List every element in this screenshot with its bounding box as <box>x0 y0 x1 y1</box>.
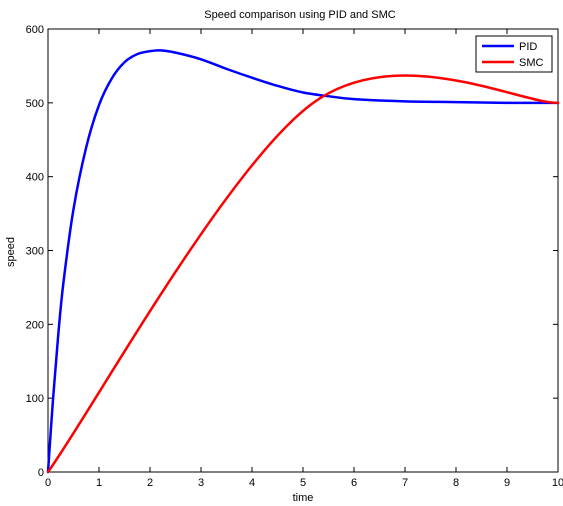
legend-label-smc: SMC <box>519 57 544 69</box>
y-tick-label: 600 <box>26 24 44 36</box>
x-axis: 0 1 2 3 4 5 6 7 8 9 10 <box>45 29 563 489</box>
y-tick-label: 400 <box>26 172 44 184</box>
legend: PID SMC <box>475 35 553 73</box>
x-tick-label: 3 <box>198 477 204 489</box>
x-tick-label: 4 <box>249 477 255 489</box>
y-axis-label: speed <box>5 237 17 267</box>
plot-area-frame <box>47 28 559 473</box>
chart-title: Speed comparison using PID and SMC <box>204 9 395 21</box>
legend-label-pid: PID <box>519 41 537 53</box>
x-tick-label: 1 <box>96 477 102 489</box>
x-tick-label: 2 <box>147 477 153 489</box>
x-tick-label: 7 <box>402 477 408 489</box>
x-tick-label: 0 <box>45 477 51 489</box>
x-tick-label: 8 <box>453 477 459 489</box>
x-axis-label: time <box>293 492 314 504</box>
y-tick-label: 200 <box>26 319 44 331</box>
y-tick-label: 0 <box>38 467 44 479</box>
x-tick-label: 9 <box>504 477 510 489</box>
series-line-pid <box>46 49 560 474</box>
x-tick-label: 6 <box>351 477 357 489</box>
y-tick-label: 500 <box>26 98 44 110</box>
series-layer <box>46 49 560 474</box>
x-tick-label: 10 <box>552 477 563 489</box>
series-line-smc <box>46 74 560 474</box>
x-tick-label: 5 <box>300 477 306 489</box>
y-tick-label: 100 <box>26 393 44 405</box>
y-axis: 0 100 200 300 400 500 600 <box>26 24 558 479</box>
y-tick-label: 300 <box>26 246 44 258</box>
legend-box <box>475 35 553 73</box>
